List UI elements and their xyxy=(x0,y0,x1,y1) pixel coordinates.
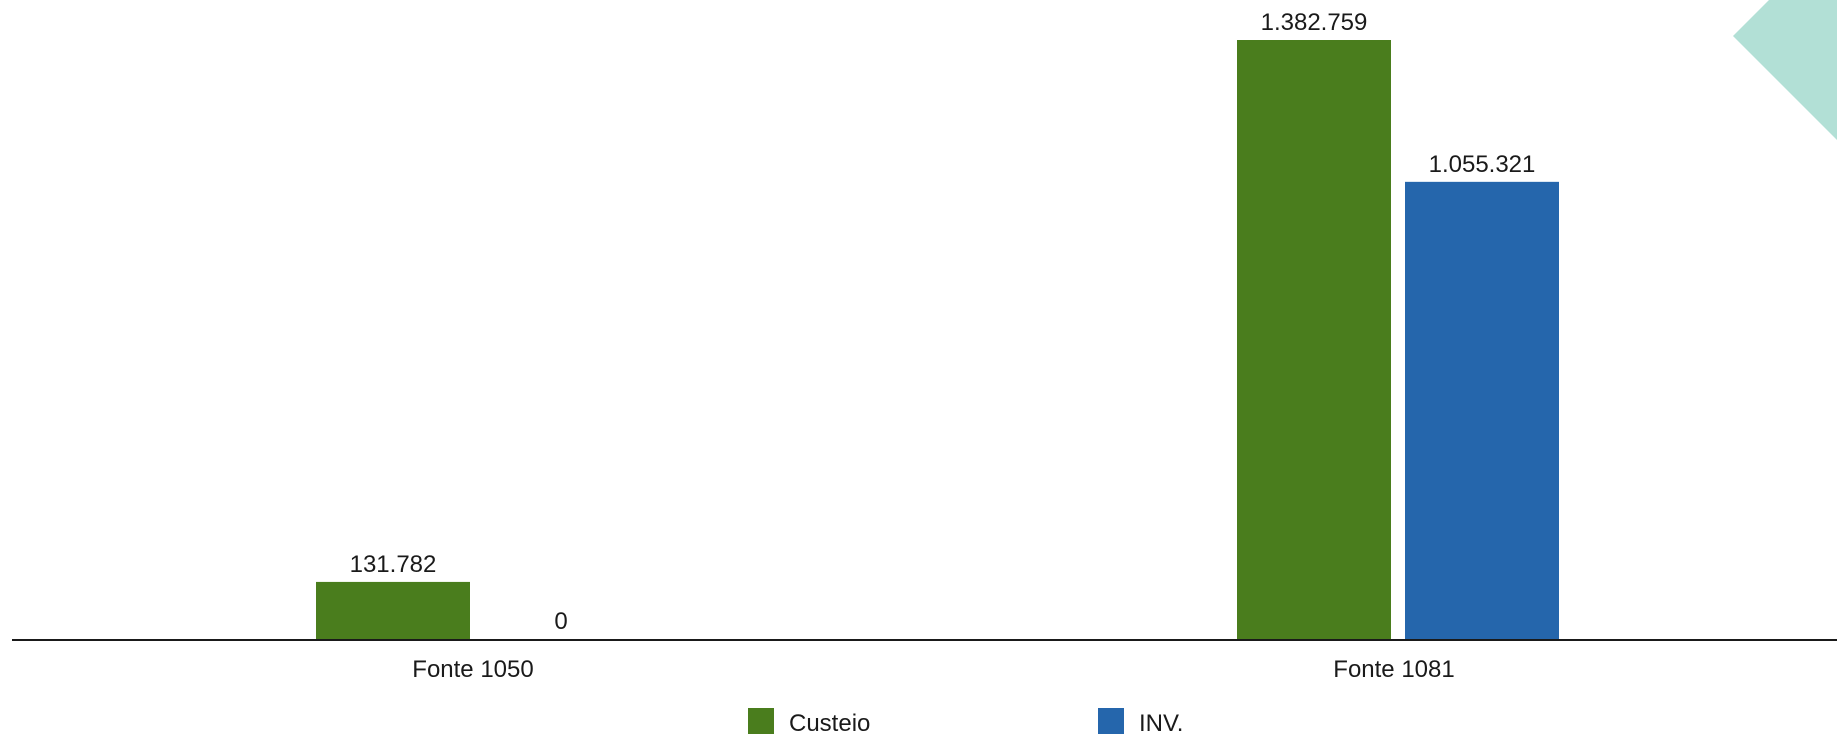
data-label: 1.055.321 xyxy=(1429,151,1536,178)
data-label: 131.782 xyxy=(350,551,437,578)
x-tick-label: Fonte 1081 xyxy=(1333,656,1454,683)
bar-custeio-2 xyxy=(1237,40,1391,639)
data-label: 1.382.759 xyxy=(1261,9,1368,36)
data-label: 0 xyxy=(554,608,567,635)
corner-decoration xyxy=(1733,0,1837,140)
legend-label: Custeio xyxy=(789,710,870,737)
legend-swatch xyxy=(748,708,774,734)
x-tick-label: Fonte 1050 xyxy=(412,656,533,683)
bar-custeio-1 xyxy=(316,581,470,639)
bar-inv-2 xyxy=(1405,181,1559,639)
legend-label: INV. xyxy=(1139,710,1183,737)
legend-swatch xyxy=(1098,708,1124,734)
